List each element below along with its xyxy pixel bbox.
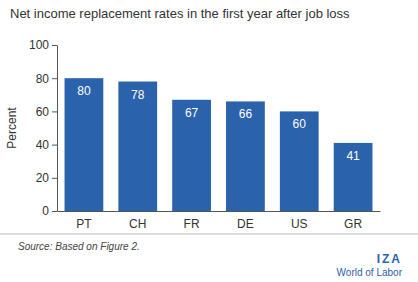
x-tick-label: CH xyxy=(129,217,146,231)
y-tick-label: 20 xyxy=(36,171,50,185)
y-tick: 20 xyxy=(36,171,57,185)
bar xyxy=(65,78,104,211)
y-tick-mark xyxy=(52,178,57,179)
y-tick-mark xyxy=(52,145,57,146)
y-tick-mark xyxy=(52,45,57,46)
y-tick-label: 80 xyxy=(36,72,50,86)
x-tick: CH xyxy=(129,217,146,231)
y-tick: 0 xyxy=(42,204,57,218)
data-label: 60 xyxy=(293,117,307,131)
data-label: 80 xyxy=(77,84,91,98)
source: Source: Based on Figure 2. xyxy=(18,241,140,252)
x-tick: DE xyxy=(237,217,254,231)
x-tick: US xyxy=(291,217,308,231)
y-tick: 40 xyxy=(36,138,57,152)
logo-sub: World of Labor xyxy=(337,267,403,278)
y-tick: 60 xyxy=(36,105,57,119)
y-axis-title: Percent xyxy=(5,107,19,149)
bar xyxy=(334,143,373,211)
y-tick-label: 60 xyxy=(36,105,50,119)
data-label: 78 xyxy=(131,88,145,102)
data-labels: 80 78 67 66 60 41 xyxy=(77,84,360,163)
data-label: 66 xyxy=(239,107,253,121)
y-tick-label: 0 xyxy=(42,204,49,218)
y-axis: 0 20 40 60 80 100 xyxy=(29,38,58,218)
data-label: 67 xyxy=(185,106,199,120)
x-tick-label: GR xyxy=(344,217,362,231)
x-axis-line xyxy=(58,211,381,212)
y-tick-mark xyxy=(52,78,57,79)
y-tick-mark xyxy=(52,211,57,212)
title: Net income replacement rates in the firs… xyxy=(10,6,350,21)
x-tick: PT xyxy=(76,217,92,231)
x-tick-label: FR xyxy=(184,217,200,231)
x-tick: GR xyxy=(344,217,362,231)
data-label: 41 xyxy=(346,149,360,163)
footer-rule xyxy=(0,234,418,235)
x-tick-label: DE xyxy=(237,217,254,231)
y-tick-mark xyxy=(52,111,57,112)
chart: Net income replacement rates in the firs… xyxy=(0,0,418,282)
bar xyxy=(118,82,157,211)
bar xyxy=(280,111,319,211)
x-tick-label: PT xyxy=(76,217,92,231)
y-tick: 80 xyxy=(36,72,57,86)
logo-main: IZA xyxy=(377,252,402,266)
y-tick-label: 40 xyxy=(36,138,50,152)
x-axis: PT CH FR DE US GR xyxy=(58,212,381,231)
bar xyxy=(226,101,265,211)
bars xyxy=(65,78,373,211)
bar xyxy=(172,100,211,211)
y-tick-label: 100 xyxy=(29,38,49,52)
x-tick: FR xyxy=(184,217,200,231)
y-axis-line xyxy=(57,46,58,212)
x-tick-label: US xyxy=(291,217,308,231)
y-tick: 100 xyxy=(29,38,57,52)
